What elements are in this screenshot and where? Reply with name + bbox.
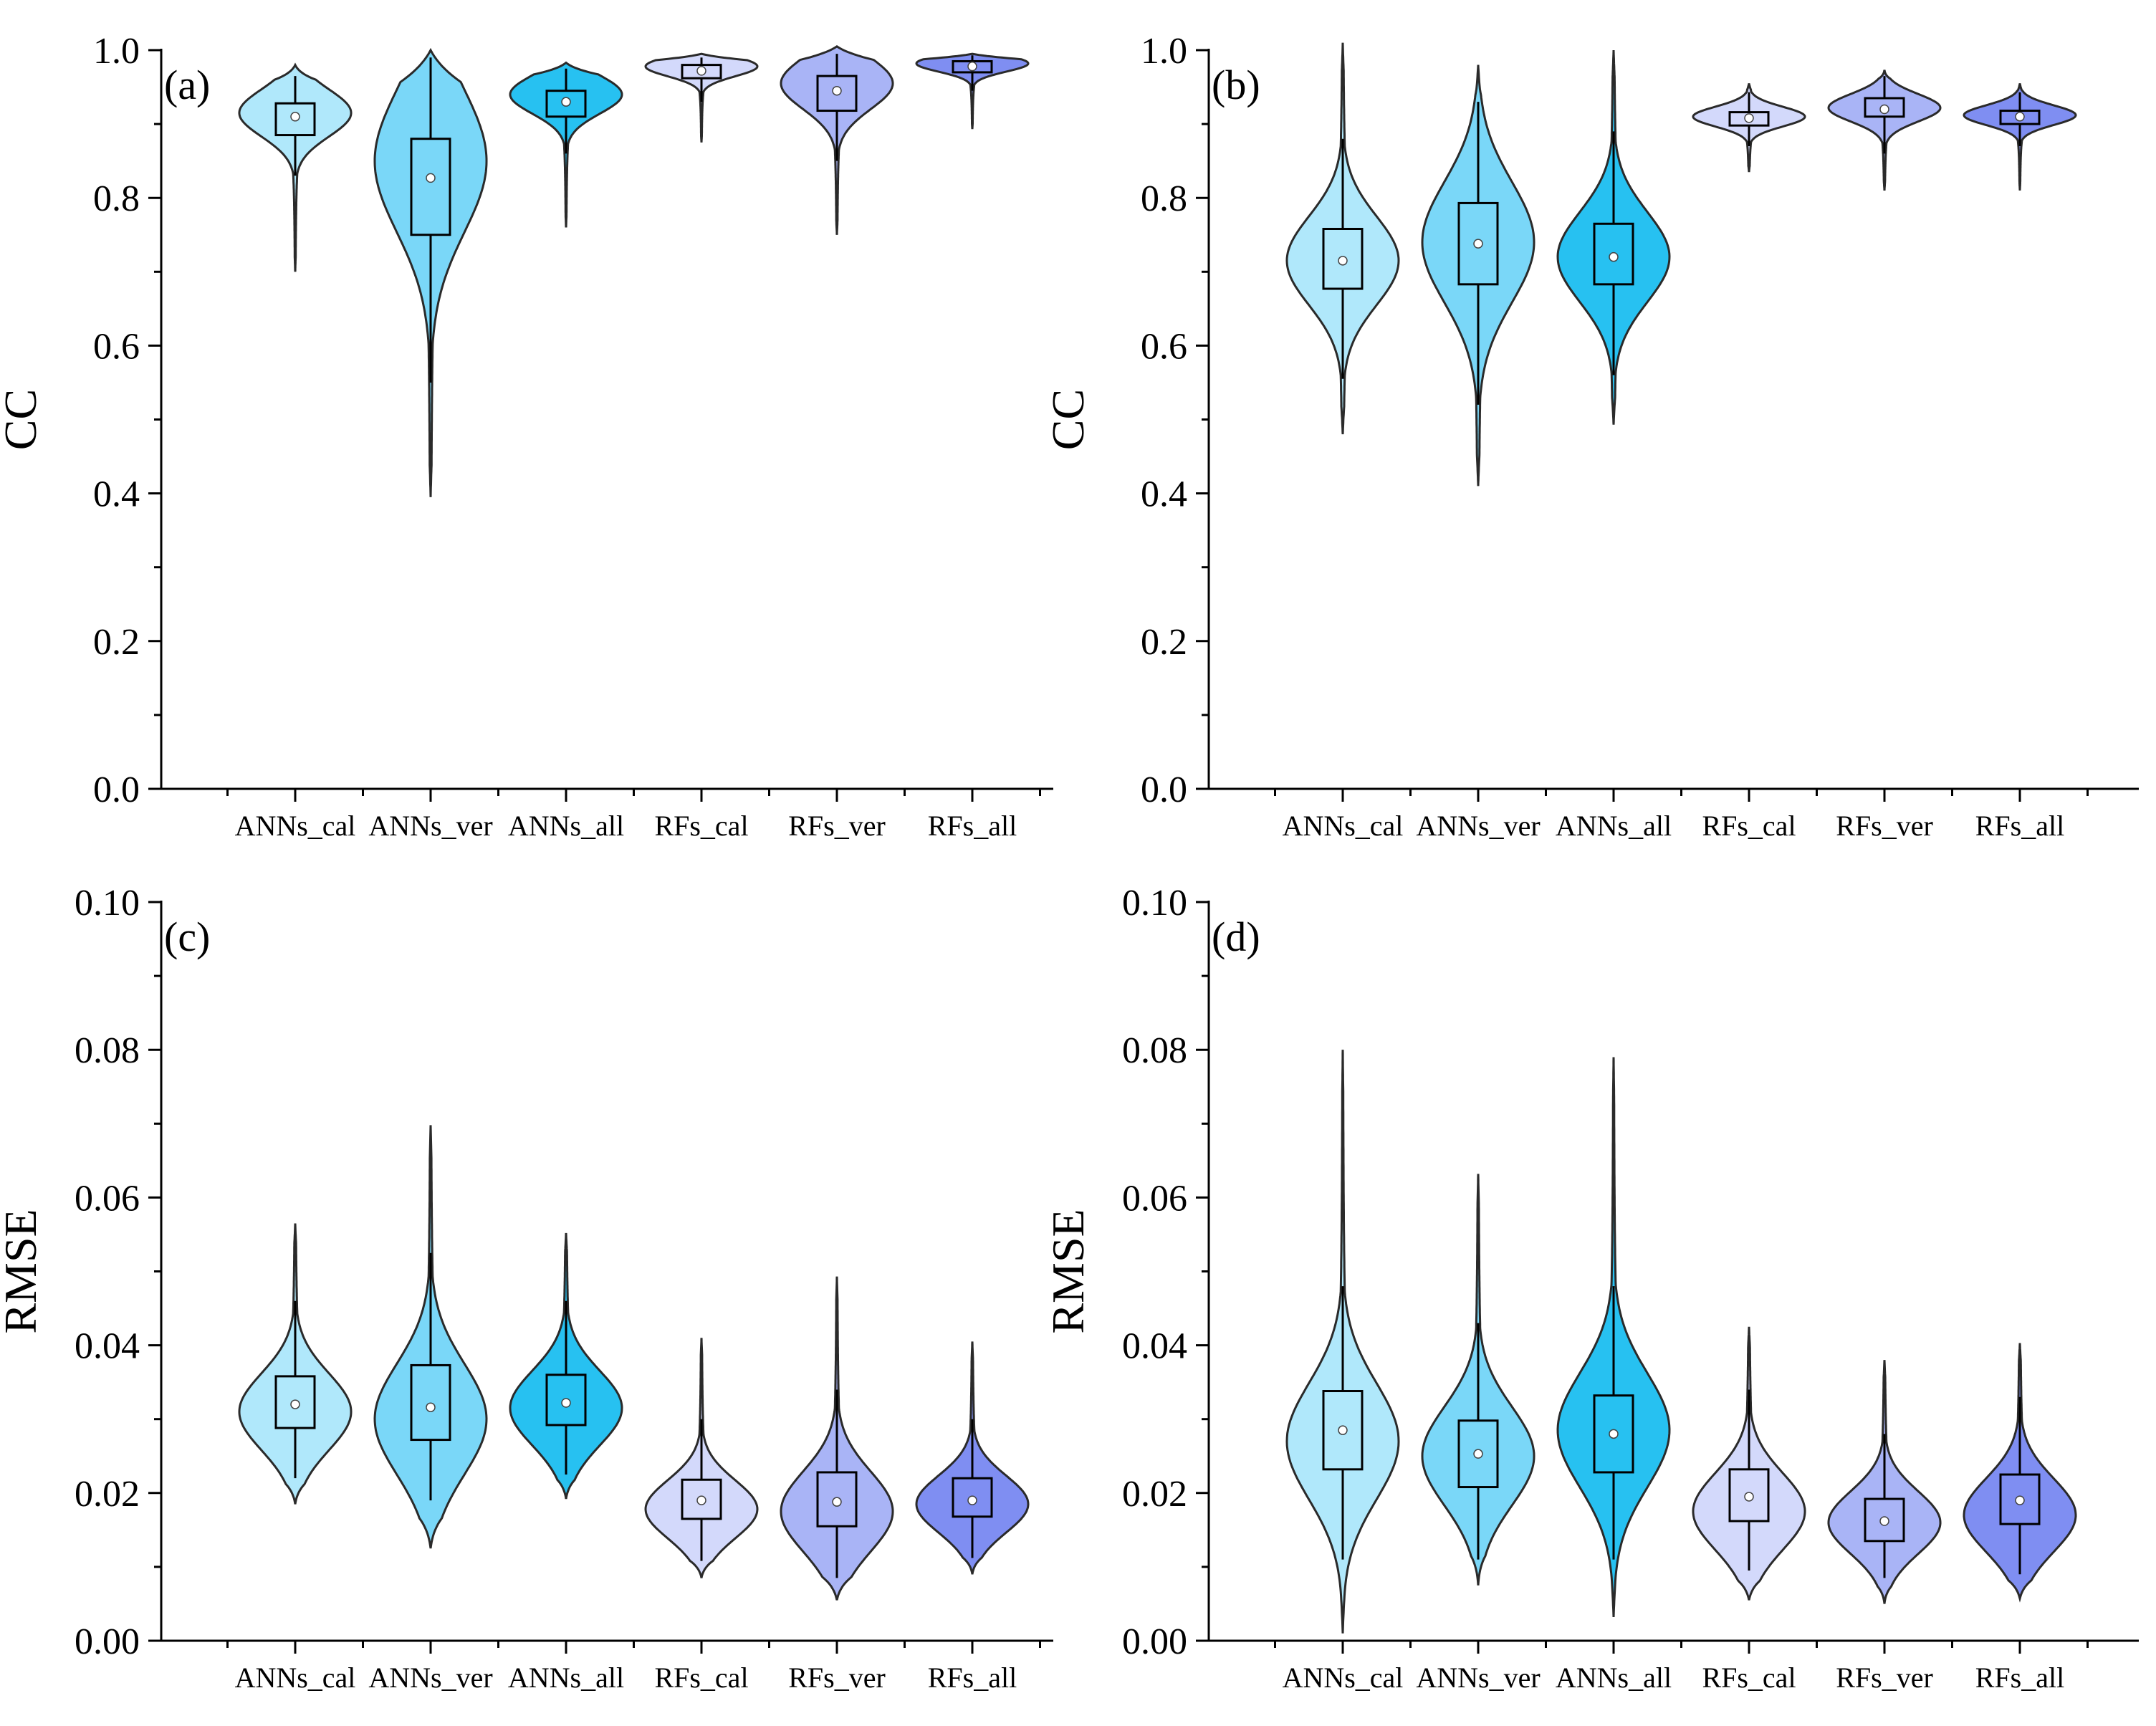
- y-tick-label: 0.4: [1141, 474, 1187, 515]
- median-RFs_all: [967, 1495, 977, 1505]
- panel-b: 0.0 0.2 0.4 0.6 0.8 1.0 ANNs_cal ANNs_ver ANNs_a…: [1043, 31, 2139, 842]
- median-ANNs_all: [561, 1398, 571, 1408]
- median-ANNs_ver: [1473, 239, 1483, 249]
- x-tick-label: RFs_all: [1975, 1662, 2064, 1694]
- y-tick-label: 0.04: [75, 1326, 140, 1367]
- y-tick-label: 0.06: [1122, 1178, 1187, 1219]
- median-RFs_cal: [696, 1495, 706, 1505]
- panel-label: (b): [1212, 62, 1260, 108]
- median-RFs_ver: [832, 1497, 842, 1507]
- y-tick-label: 0.6: [1141, 326, 1187, 367]
- box-ANNs_ver: [410, 138, 451, 236]
- x-tick-label: ANNs_cal: [235, 810, 356, 842]
- y-axis-title: RMSE: [1043, 1209, 1093, 1333]
- x-tick-label: RFs_cal: [1702, 810, 1796, 842]
- median-ANNs_cal: [1338, 1425, 1348, 1435]
- median-RFs_all: [967, 61, 977, 72]
- y-tick-label: 0.02: [1122, 1474, 1187, 1515]
- box-RFs_ver: [1864, 1497, 1905, 1543]
- y-tick-label: 1.0: [93, 31, 140, 72]
- x-tick-label: ANNs_ver: [368, 1662, 492, 1694]
- panel-a: 0.0 0.2 0.4 0.6 0.8 1.0 ANNs_cal ANNs_ver ANNs_a…: [0, 31, 1053, 842]
- y-tick-label: 0.6: [93, 326, 140, 367]
- x-tick-label: RFs_all: [928, 1662, 1017, 1694]
- median-ANNs_cal: [290, 112, 300, 122]
- y-tick-label: 0.08: [1122, 1030, 1187, 1071]
- median-ANNs_all: [1609, 1429, 1619, 1439]
- median-ANNs_cal: [290, 1399, 300, 1409]
- y-tick-label: 0.2: [1141, 622, 1187, 663]
- x-tick-label: ANNs_all: [1556, 810, 1672, 842]
- x-tick-label: RFs_ver: [1836, 1662, 1933, 1694]
- median-RFs_ver: [1879, 1516, 1889, 1526]
- panel-d: 0.00 0.02 0.04 0.06 0.08 0.10 ANNs_cal ANNs_ver…: [1043, 883, 2139, 1694]
- median-RFs_ver: [832, 85, 842, 96]
- y-tick-label: 0.2: [93, 622, 140, 663]
- x-tick-label: ANNs_all: [1556, 1662, 1672, 1694]
- violin-RFs_all: [915, 52, 1030, 130]
- x-tick-label: ANNs_ver: [1416, 1662, 1540, 1694]
- x-tick-label: RFs_ver: [788, 1662, 886, 1694]
- median-RFs_all: [2015, 1495, 2025, 1505]
- y-tick-label: 0.8: [1141, 178, 1187, 219]
- panel-label: (a): [164, 62, 210, 108]
- x-tick-label: ANNs_cal: [235, 1662, 356, 1694]
- panel-label: (c): [164, 914, 210, 960]
- y-tick-label: 0.06: [75, 1178, 140, 1219]
- median-RFs_ver: [1879, 104, 1889, 115]
- x-tick-label: RFs_cal: [654, 1662, 748, 1694]
- median-RFs_cal: [1744, 1492, 1754, 1502]
- median-RFs_all: [2015, 112, 2025, 122]
- y-axis-title: CC: [0, 389, 46, 450]
- median-ANNs_cal: [1338, 256, 1348, 266]
- panel-label: (d): [1212, 914, 1260, 960]
- x-tick-label: RFs_all: [1975, 810, 2064, 842]
- median-ANNs_all: [1609, 251, 1619, 262]
- median-ANNs_all: [561, 97, 571, 107]
- x-tick-label: ANNs_ver: [368, 810, 492, 842]
- y-tick-label: 0.08: [75, 1030, 140, 1071]
- median-RFs_cal: [1744, 113, 1754, 123]
- median-RFs_cal: [696, 66, 706, 76]
- y-tick-label: 0.02: [75, 1474, 140, 1515]
- x-tick-label: ANNs_cal: [1283, 810, 1404, 842]
- y-tick-label: 0.10: [1122, 883, 1187, 924]
- y-tick-label: 0.00: [1122, 1621, 1187, 1662]
- y-axis-title: RMSE: [0, 1209, 46, 1333]
- x-tick-label: ANNs_ver: [1416, 810, 1540, 842]
- x-tick-label: RFs_ver: [788, 810, 886, 842]
- y-tick-label: 0.4: [93, 474, 140, 515]
- box-ANNs_ver: [410, 1363, 451, 1442]
- median-ANNs_ver: [1473, 1449, 1483, 1459]
- x-tick-label: RFs_all: [928, 810, 1017, 842]
- panel-c: 0.00 0.02 0.04 0.06 0.08 0.10 ANNs_cal ANNs_ver…: [0, 883, 1053, 1694]
- x-tick-label: ANNs_all: [508, 810, 624, 842]
- y-tick-label: 0.04: [1122, 1326, 1187, 1367]
- median-ANNs_ver: [426, 1402, 436, 1412]
- y-tick-label: 0.10: [75, 883, 140, 924]
- y-tick-label: 0.8: [93, 178, 140, 219]
- y-tick-label: 1.0: [1141, 31, 1187, 72]
- x-tick-label: RFs_ver: [1836, 810, 1933, 842]
- y-tick-label: 0.0: [1141, 769, 1187, 810]
- y-tick-label: 0.0: [93, 769, 140, 810]
- x-tick-label: RFs_cal: [1702, 1662, 1796, 1694]
- x-tick-label: RFs_cal: [654, 810, 748, 842]
- x-tick-label: ANNs_all: [508, 1662, 624, 1694]
- y-tick-label: 0.00: [75, 1621, 140, 1662]
- median-ANNs_ver: [426, 173, 436, 183]
- x-tick-label: ANNs_cal: [1283, 1662, 1404, 1694]
- y-axis-title: CC: [1043, 389, 1093, 450]
